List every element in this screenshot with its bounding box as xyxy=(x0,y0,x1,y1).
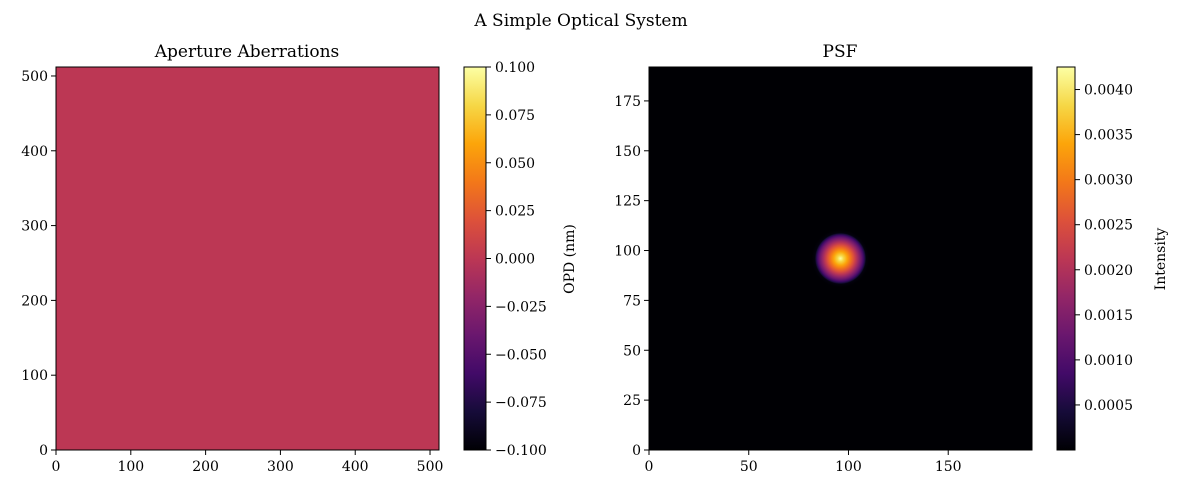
aperture-y-ticks: 0 100 200 300 400 500 xyxy=(21,69,56,459)
aperture-colorbar-tick-label: 0.000 xyxy=(495,252,535,268)
aperture-x-tick-label: 500 xyxy=(417,459,444,475)
psf-y-tick-label: 125 xyxy=(614,194,641,210)
psf-x-tick-label: 50 xyxy=(740,459,758,475)
psf-y-tick-label: 150 xyxy=(614,144,641,160)
aperture-colorbar-tick-label: −0.075 xyxy=(495,395,547,411)
psf-y-tick-label: 50 xyxy=(623,343,641,359)
psf-y-tick-label: 100 xyxy=(614,244,641,260)
aperture-y-tick-label: 400 xyxy=(21,144,48,160)
panel-psf: PSF 0 50 100 150 0 25 50 75 100 125 150 175 0.0005… xyxy=(614,42,1169,475)
psf-colorbar-tick-label: 0.0040 xyxy=(1084,83,1133,99)
psf-y-tick-label: 75 xyxy=(623,293,641,309)
aperture-axes-frame xyxy=(55,66,440,451)
psf-y-tick-label: 25 xyxy=(623,393,641,409)
aperture-colorbar-tick-label: 0.025 xyxy=(495,204,535,220)
psf-colorbar-tick-label: 0.0010 xyxy=(1084,353,1133,369)
aperture-x-tick-label: 400 xyxy=(342,459,369,475)
psf-colorbar-tick-label: 0.0025 xyxy=(1084,218,1133,234)
psf-colorbar-tick-label: 0.0005 xyxy=(1084,398,1133,414)
psf-colorbar-label: Intensity xyxy=(1153,228,1169,291)
psf-colorbar-ticks: 0.0005 0.0010 0.0015 0.0020 0.0025 0.0030 0.00… xyxy=(1075,83,1133,414)
psf-y-tick-label: 175 xyxy=(614,94,641,110)
aperture-colorbar-ticks: −0.100 −0.075 −0.050 −0.025 0.000 0.025 0.050 0… xyxy=(486,60,547,459)
psf-axes-frame xyxy=(648,66,1033,451)
psf-y-tick-label: 0 xyxy=(632,443,641,459)
psf-x-tick-label: 100 xyxy=(835,459,862,475)
psf-colorbar-tick-label: 0.0015 xyxy=(1084,308,1133,324)
aperture-colorbar-label: OPD (nm) xyxy=(562,224,578,294)
psf-x-ticks: 0 50 100 150 xyxy=(645,450,962,475)
aperture-colorbar-tick-label: 0.050 xyxy=(495,156,535,172)
psf-colorbar xyxy=(1056,66,1076,451)
panel-aperture-title: Aperture Aberrations xyxy=(154,42,340,62)
figure-title: A Simple Optical System xyxy=(473,11,687,31)
aperture-colorbar-tick-label: −0.100 xyxy=(495,443,547,459)
aperture-colorbar-tick-label: −0.050 xyxy=(495,347,547,363)
psf-y-ticks: 0 25 50 75 100 125 150 175 xyxy=(614,94,649,459)
aperture-y-tick-label: 300 xyxy=(21,219,48,235)
panel-aperture: Aperture Aberrations 0 100 200 300 400 500 0 1… xyxy=(21,42,578,475)
aperture-y-tick-label: 200 xyxy=(21,293,48,309)
aperture-field xyxy=(56,67,439,450)
aperture-colorbar xyxy=(463,66,487,451)
psf-colorbar-tick-label: 0.0020 xyxy=(1084,263,1133,279)
psf-colorbar-tick-label: 0.0035 xyxy=(1084,128,1133,144)
aperture-y-tick-label: 100 xyxy=(21,368,48,384)
aperture-colorbar-tick-label: 0.075 xyxy=(495,108,535,124)
aperture-colorbar-tick-label: −0.025 xyxy=(495,299,547,315)
panel-psf-title: PSF xyxy=(823,42,858,62)
psf-colorbar-tick-label: 0.0030 xyxy=(1084,173,1133,189)
aperture-colorbar-tick-label: 0.100 xyxy=(495,60,535,76)
aperture-x-tick-label: 100 xyxy=(117,459,144,475)
aperture-x-tick-label: 200 xyxy=(192,459,219,475)
psf-peak xyxy=(814,232,867,285)
aperture-x-tick-label: 300 xyxy=(267,459,294,475)
aperture-y-tick-label: 500 xyxy=(21,69,48,85)
aperture-x-tick-label: 0 xyxy=(52,459,61,475)
aperture-x-ticks: 0 100 200 300 400 500 xyxy=(52,450,444,475)
aperture-y-tick-label: 0 xyxy=(39,443,48,459)
psf-x-tick-label: 150 xyxy=(935,459,962,475)
psf-x-tick-label: 0 xyxy=(645,459,654,475)
